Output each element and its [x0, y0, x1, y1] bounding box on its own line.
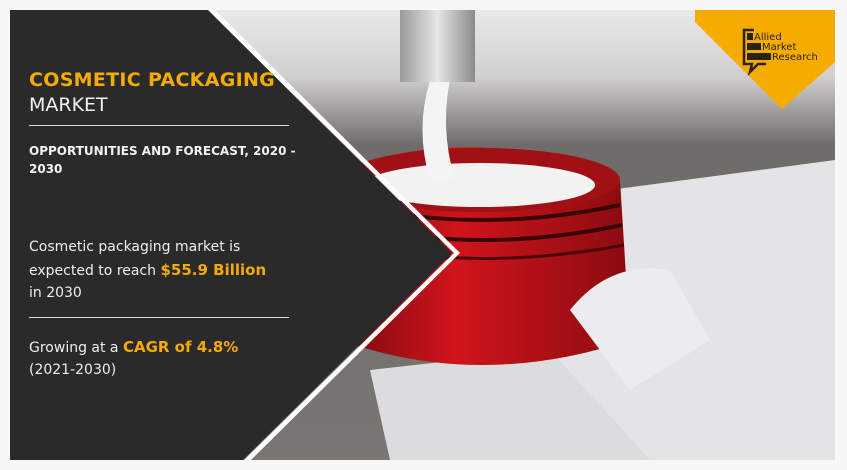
divider: [29, 317, 289, 318]
logo-mark-icon: Allied Market Research: [742, 28, 818, 77]
stat1-value: $55.9 Billion: [160, 260, 267, 279]
title-line1: COSMETIC PACKAGING: [29, 69, 276, 91]
cagr-stat: Growing at a CAGR of 4.8% (2021-2030): [29, 336, 309, 381]
stat2-prefix: Growing at a: [29, 340, 123, 356]
title-line2: MARKET: [29, 94, 108, 116]
logo-text-3: Research: [772, 52, 818, 63]
logo-text-2: Market: [762, 42, 796, 53]
market-size-stat: Cosmetic packaging market is expected to…: [29, 236, 309, 305]
logo-text-1: Allied: [754, 32, 782, 43]
divider: [29, 125, 289, 126]
stat1-prefix: Cosmetic packaging market is expected to…: [29, 239, 241, 279]
stat2-value: CAGR of 4.8%: [122, 338, 239, 356]
allied-market-research-logo: Allied Market Research: [742, 28, 832, 80]
stat1-suffix: in 2030: [29, 285, 82, 301]
stat2-suffix: (2021-2030): [29, 362, 117, 378]
subtitle: OPPORTUNITIES AND FORECAST, 2020 - 2030: [29, 144, 296, 176]
banner: COSMETIC PACKAGING MARKET OPPORTUNITIES …: [10, 10, 835, 460]
